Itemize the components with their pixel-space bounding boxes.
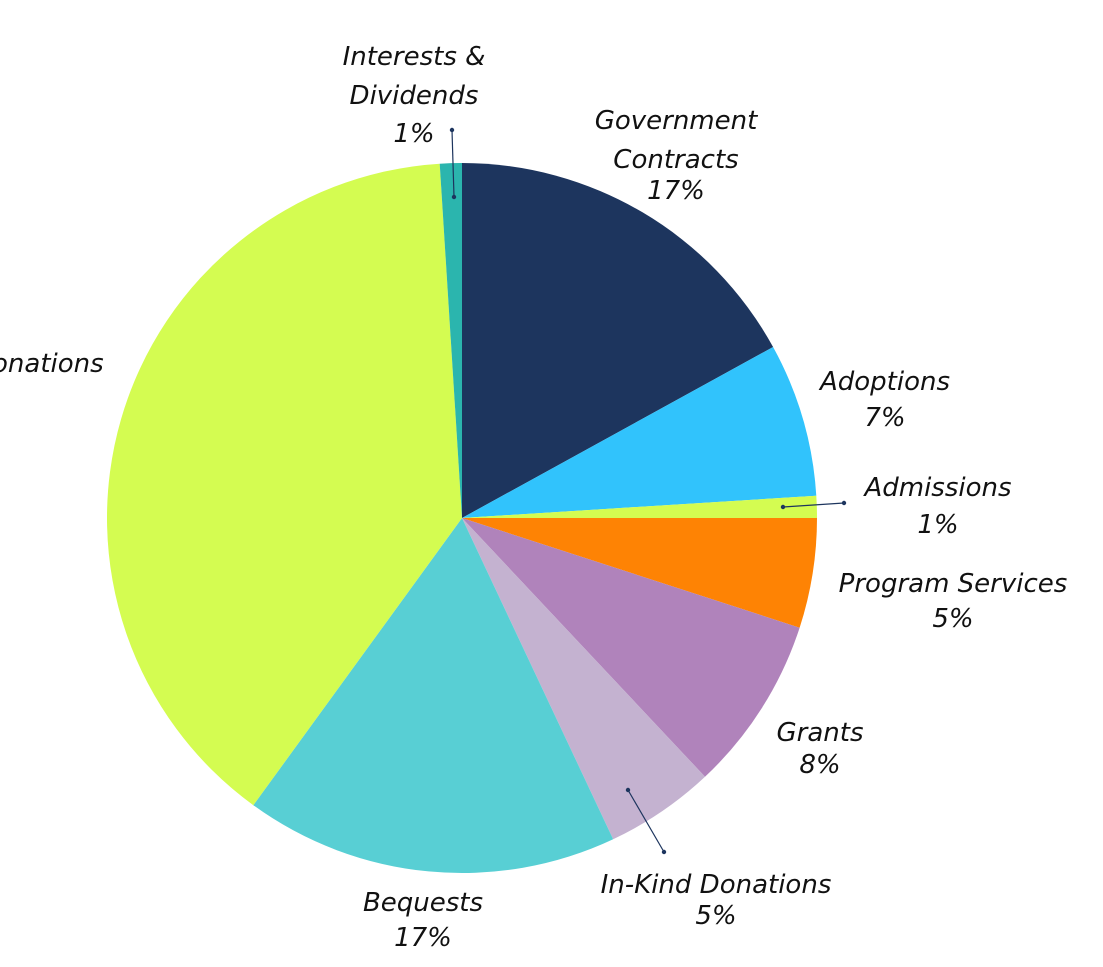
leader-dot	[841, 500, 847, 506]
pie-slice-interests-dividends	[439, 163, 462, 518]
leader-dot	[625, 787, 631, 793]
leader-line	[627, 789, 665, 853]
leader-dot	[780, 504, 786, 510]
slice-label-name: Contracts	[613, 145, 738, 175]
pie-slice-program-services	[462, 518, 817, 628]
slice-label-name: Government	[595, 106, 758, 136]
pie-slice-in-kind-donations	[462, 518, 706, 840]
slice-label-percent: 17%	[647, 176, 705, 206]
pie-slices	[107, 163, 817, 873]
slice-label-percent: 17%	[394, 923, 452, 953]
leader-line	[782, 502, 845, 508]
leader-lines	[449, 127, 847, 855]
slice-label-percent: 5%	[695, 901, 736, 931]
pie-slice-donations	[107, 163, 462, 806]
pie-slice-bequests	[253, 518, 614, 873]
slice-label-name: Bequests	[363, 888, 483, 918]
slice-label-name: Interests &	[343, 42, 486, 72]
leader-dot	[661, 849, 667, 855]
slice-label-name: Admissions	[862, 473, 1011, 503]
pie-slice-grants	[462, 518, 800, 777]
slice-label-percent: 1%	[393, 119, 434, 149]
leader-dot	[449, 127, 455, 133]
slice-label-name: In-Kind Donations	[601, 870, 832, 900]
leader-dot	[451, 194, 457, 200]
slice-labels: GovernmentContracts17%Adoptions7%Admissi…	[0, 42, 1067, 953]
pie-slice-adoptions	[462, 346, 817, 518]
slice-label-percent: 7%	[864, 403, 905, 433]
slice-label-percent: 5%	[932, 604, 973, 634]
leader-line	[451, 129, 455, 198]
slice-label-percent: 1%	[917, 510, 958, 540]
slice-label-name: onations	[0, 349, 104, 379]
slice-label-percent: 8%	[799, 750, 840, 780]
slice-label-name: Dividends	[350, 81, 479, 111]
slice-label-name: Adoptions	[818, 367, 950, 397]
pie-slice-government-contracts	[462, 163, 774, 518]
pie-slice-admissions	[462, 495, 817, 518]
slice-label-name: Grants	[777, 718, 864, 748]
slice-label-name: Program Services	[839, 569, 1068, 599]
